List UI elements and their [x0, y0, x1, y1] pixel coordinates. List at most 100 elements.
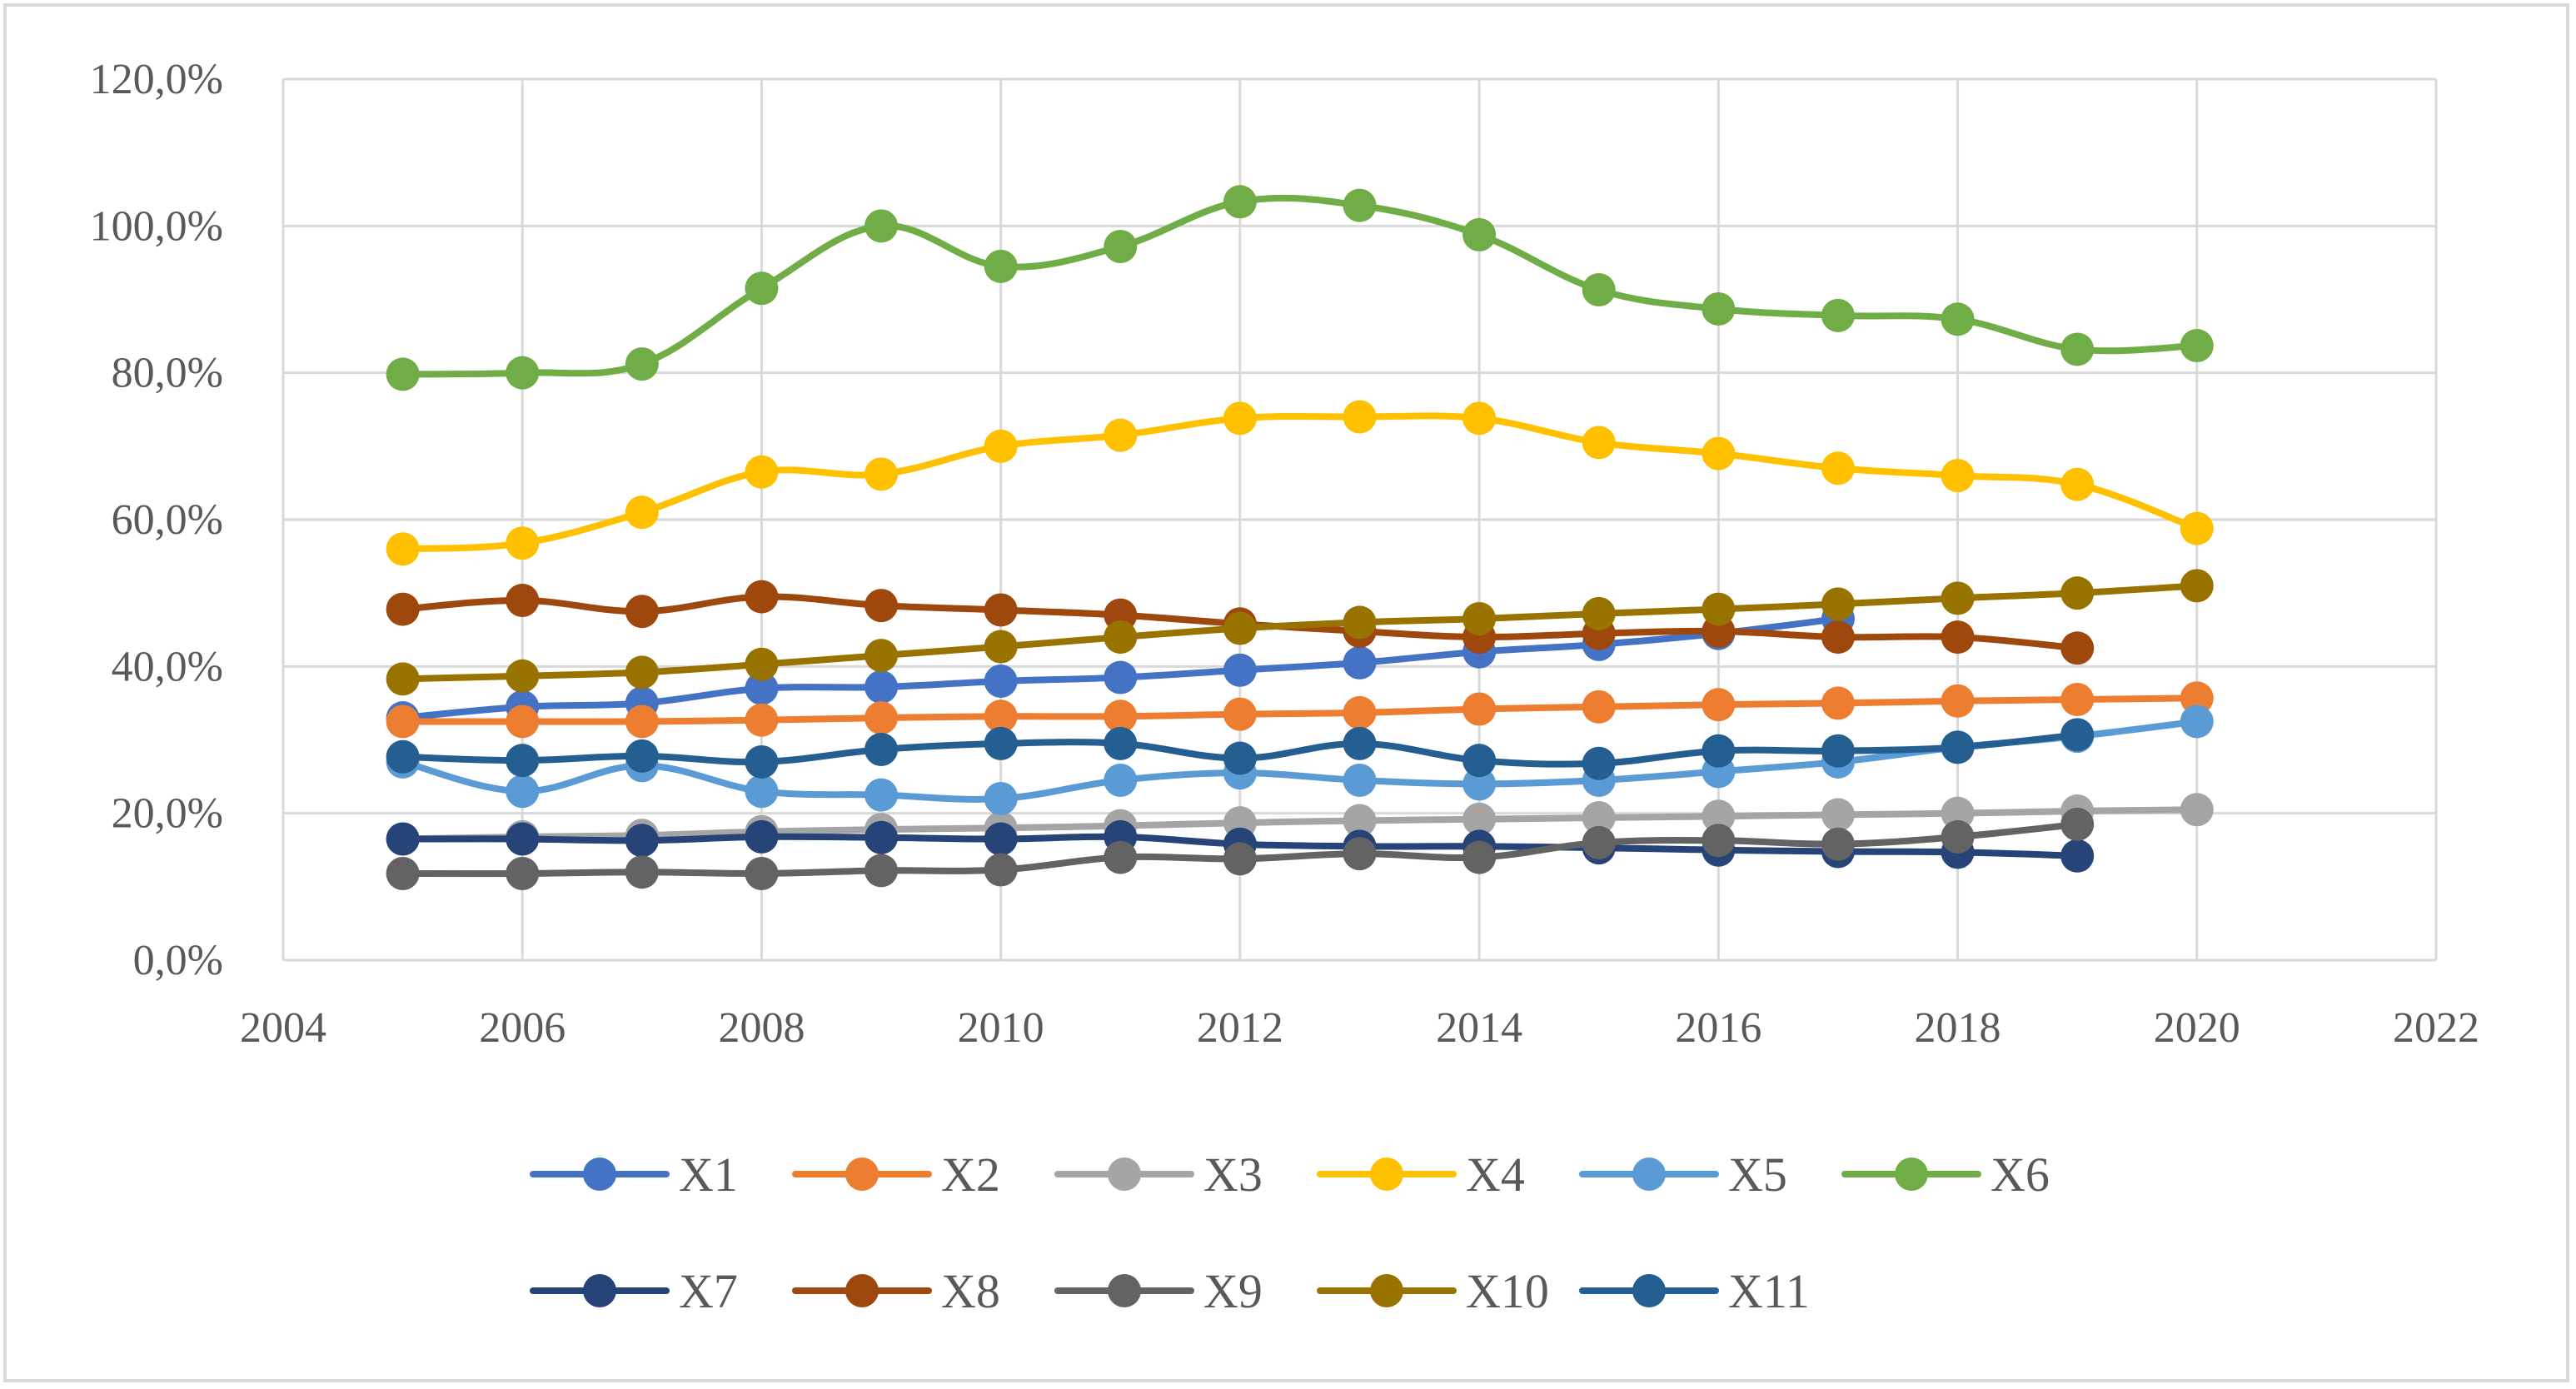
data-point	[1582, 746, 1616, 780]
x-tick-label: 2006	[479, 1004, 566, 1052]
x-tick-label: 2022	[2393, 1004, 2479, 1052]
x-tick-label: 2016	[1675, 1004, 1761, 1052]
legend-item-x2: X2	[792, 1148, 1000, 1202]
data-point	[1462, 602, 1497, 636]
y-tick-label: 40,0%	[112, 643, 223, 690]
data-point	[625, 824, 659, 858]
legend-swatch-marker	[1108, 1274, 1141, 1307]
x-tick-label: 2014	[1436, 1004, 1522, 1052]
grid	[282, 77, 2438, 962]
data-point	[2060, 576, 2095, 610]
data-point	[506, 774, 540, 809]
data-point	[2180, 569, 2214, 603]
axes: 0,0% 20,0% 40,0% 60,0% 80,0% 100,0% 120,0% 2004…	[90, 56, 2479, 1052]
data-point	[2180, 329, 2214, 363]
legend: X1 X2 X3 X4 X5 X6 X7 X8 X9 X10 X11	[530, 1148, 2050, 1318]
legend-label: X8	[941, 1264, 1000, 1318]
legend-item-x11: X11	[1579, 1264, 1810, 1318]
data-point	[1821, 798, 1855, 832]
series-line	[399, 718, 2200, 803]
data-point	[386, 739, 420, 774]
data-point	[2180, 793, 2214, 827]
data-point	[1702, 688, 1736, 722]
legend-swatch-marker	[1370, 1274, 1403, 1307]
data-point	[1821, 587, 1855, 621]
legend-swatch-marker	[845, 1158, 879, 1191]
series-x6	[386, 185, 2214, 391]
legend-swatch-marker	[583, 1274, 616, 1307]
data-point	[984, 429, 1018, 463]
data-point	[745, 774, 779, 809]
data-point	[1582, 426, 1616, 460]
data-point	[864, 670, 899, 704]
legend-label: X9	[1203, 1264, 1263, 1318]
x-tick-label: 2010	[958, 1004, 1044, 1052]
legend-item-x6: X6	[1841, 1148, 2050, 1202]
data-point	[386, 357, 420, 391]
data-point	[745, 819, 779, 854]
data-point	[864, 732, 899, 766]
series-line	[399, 806, 2200, 843]
data-point	[1462, 692, 1497, 726]
data-point	[1941, 684, 1975, 718]
y-tick-label: 100,0%	[90, 202, 223, 250]
data-point	[1104, 230, 1138, 264]
data-point	[1104, 660, 1138, 694]
series-line	[399, 582, 2200, 683]
legend-item-x10: X10	[1317, 1264, 1549, 1318]
data-point	[1821, 686, 1855, 720]
legend-item-x7: X7	[530, 1264, 738, 1318]
legend-label: X6	[1991, 1148, 2050, 1202]
x-tick-label: 2012	[1197, 1004, 1283, 1052]
data-point	[1343, 726, 1377, 760]
data-point	[2180, 511, 2214, 545]
legend-label: X5	[1728, 1148, 1787, 1202]
legend-item-x9: X9	[1054, 1264, 1263, 1318]
data-point	[625, 655, 659, 690]
data-point	[745, 856, 779, 890]
legend-label: X3	[1203, 1148, 1263, 1202]
data-point	[1821, 451, 1855, 485]
y-tick-label: 60,0%	[112, 496, 223, 544]
data-point	[506, 526, 540, 560]
data-point	[864, 639, 899, 673]
series-line	[399, 412, 2200, 553]
legend-item-x3: X3	[1054, 1148, 1263, 1202]
data-point	[506, 856, 540, 890]
x-tick-label: 2018	[1915, 1004, 2001, 1052]
data-point	[1343, 695, 1377, 729]
data-point	[1104, 699, 1138, 734]
legend-swatch-marker	[583, 1158, 616, 1191]
data-point	[984, 853, 1018, 887]
data-point	[506, 659, 540, 693]
data-point	[386, 532, 420, 566]
data-point	[1941, 459, 1975, 493]
data-point	[2060, 467, 2095, 501]
data-point	[1104, 726, 1138, 760]
data-point	[506, 822, 540, 856]
data-point	[1821, 620, 1855, 655]
data-point	[984, 726, 1018, 760]
data-point	[1941, 302, 1975, 336]
chart-frame	[3, 3, 2569, 1382]
data-point	[625, 347, 659, 381]
x-tick-label: 2008	[718, 1004, 805, 1052]
data-point	[1702, 291, 1736, 326]
data-point	[864, 589, 899, 623]
data-point	[625, 595, 659, 629]
data-point	[864, 209, 899, 243]
data-point	[386, 592, 420, 626]
data-point	[386, 856, 420, 890]
series-line	[399, 694, 2200, 725]
data-point	[1343, 645, 1377, 680]
data-point	[1462, 840, 1497, 874]
legend-swatch-marker	[1895, 1158, 1928, 1191]
data-point	[386, 704, 420, 739]
data-point	[2060, 807, 2095, 841]
data-point	[1223, 401, 1257, 436]
data-point	[1582, 273, 1616, 307]
data-point	[506, 704, 540, 739]
data-point	[1343, 804, 1377, 838]
data-point	[864, 457, 899, 491]
data-point	[625, 739, 659, 773]
